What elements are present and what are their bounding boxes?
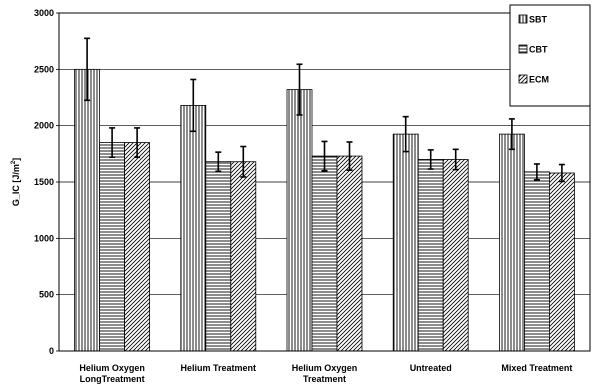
y-tick-labels: 0 500 1000 1500 2000 2500 3000 xyxy=(34,8,59,356)
y-tick-label: 2000 xyxy=(34,121,54,131)
bar-cbt xyxy=(524,171,550,352)
y-tick-label: 3000 xyxy=(34,8,54,18)
bar-sbt xyxy=(392,133,419,352)
bar-ecm xyxy=(124,142,150,352)
y-axis-label-superscript: 2 xyxy=(11,160,17,164)
legend-label: SBT xyxy=(529,15,548,25)
bar-sbt xyxy=(74,68,100,352)
legend-swatch-ecm xyxy=(518,74,528,84)
bars xyxy=(74,37,575,352)
y-tick-label: 500 xyxy=(39,290,54,300)
bar-ecm xyxy=(442,159,469,352)
y-axis-label: G_IC [J/m2] xyxy=(11,158,21,206)
y-tick-label: 0 xyxy=(49,346,54,356)
legend-label: CBT xyxy=(529,45,548,55)
x-category-label: Helium Treatment xyxy=(181,363,257,373)
bar-cbt xyxy=(417,159,444,352)
bar-sbt xyxy=(498,133,525,352)
x-category-label-line: Helium Treatment xyxy=(181,363,257,373)
x-category-label-line: LongTreatment xyxy=(80,374,145,384)
y-tick-label: 2500 xyxy=(34,64,54,74)
bar-sbt xyxy=(180,104,207,352)
bar-cbt xyxy=(205,161,232,352)
y-axis-label-end: ] xyxy=(11,158,21,161)
y-tick-label: 1000 xyxy=(34,233,54,243)
x-category-label: Untreated xyxy=(410,363,452,373)
x-category-label: Mixed Treatment xyxy=(501,363,572,373)
y-tick-label: 1500 xyxy=(34,177,54,187)
x-category-label-line: Treatment xyxy=(303,374,346,384)
x-category-label: Helium Oxygen Treatment xyxy=(292,363,358,384)
bar-ecm xyxy=(549,172,575,352)
x-category-label-line: Helium Oxygen xyxy=(79,363,145,373)
y-axis-label-text: G_IC [J/m xyxy=(11,164,21,206)
x-category-label-line: Untreated xyxy=(410,363,452,373)
bar-cbt xyxy=(311,155,338,352)
legend: SBT CBT ECM xyxy=(509,4,591,107)
x-category-label-line: Mixed Treatment xyxy=(501,363,572,373)
bar-sbt xyxy=(286,89,313,352)
x-category-label-line: Helium Oxygen xyxy=(292,363,358,373)
bar-ecm xyxy=(230,161,257,352)
bar-ecm xyxy=(336,155,363,352)
legend-label: ECM xyxy=(529,75,549,85)
legend-swatch-sbt xyxy=(518,14,528,24)
legend-swatch-cbt xyxy=(518,44,528,54)
bar-cbt xyxy=(99,142,125,352)
x-category-label: Helium Oxygen LongTreatment xyxy=(79,363,145,384)
